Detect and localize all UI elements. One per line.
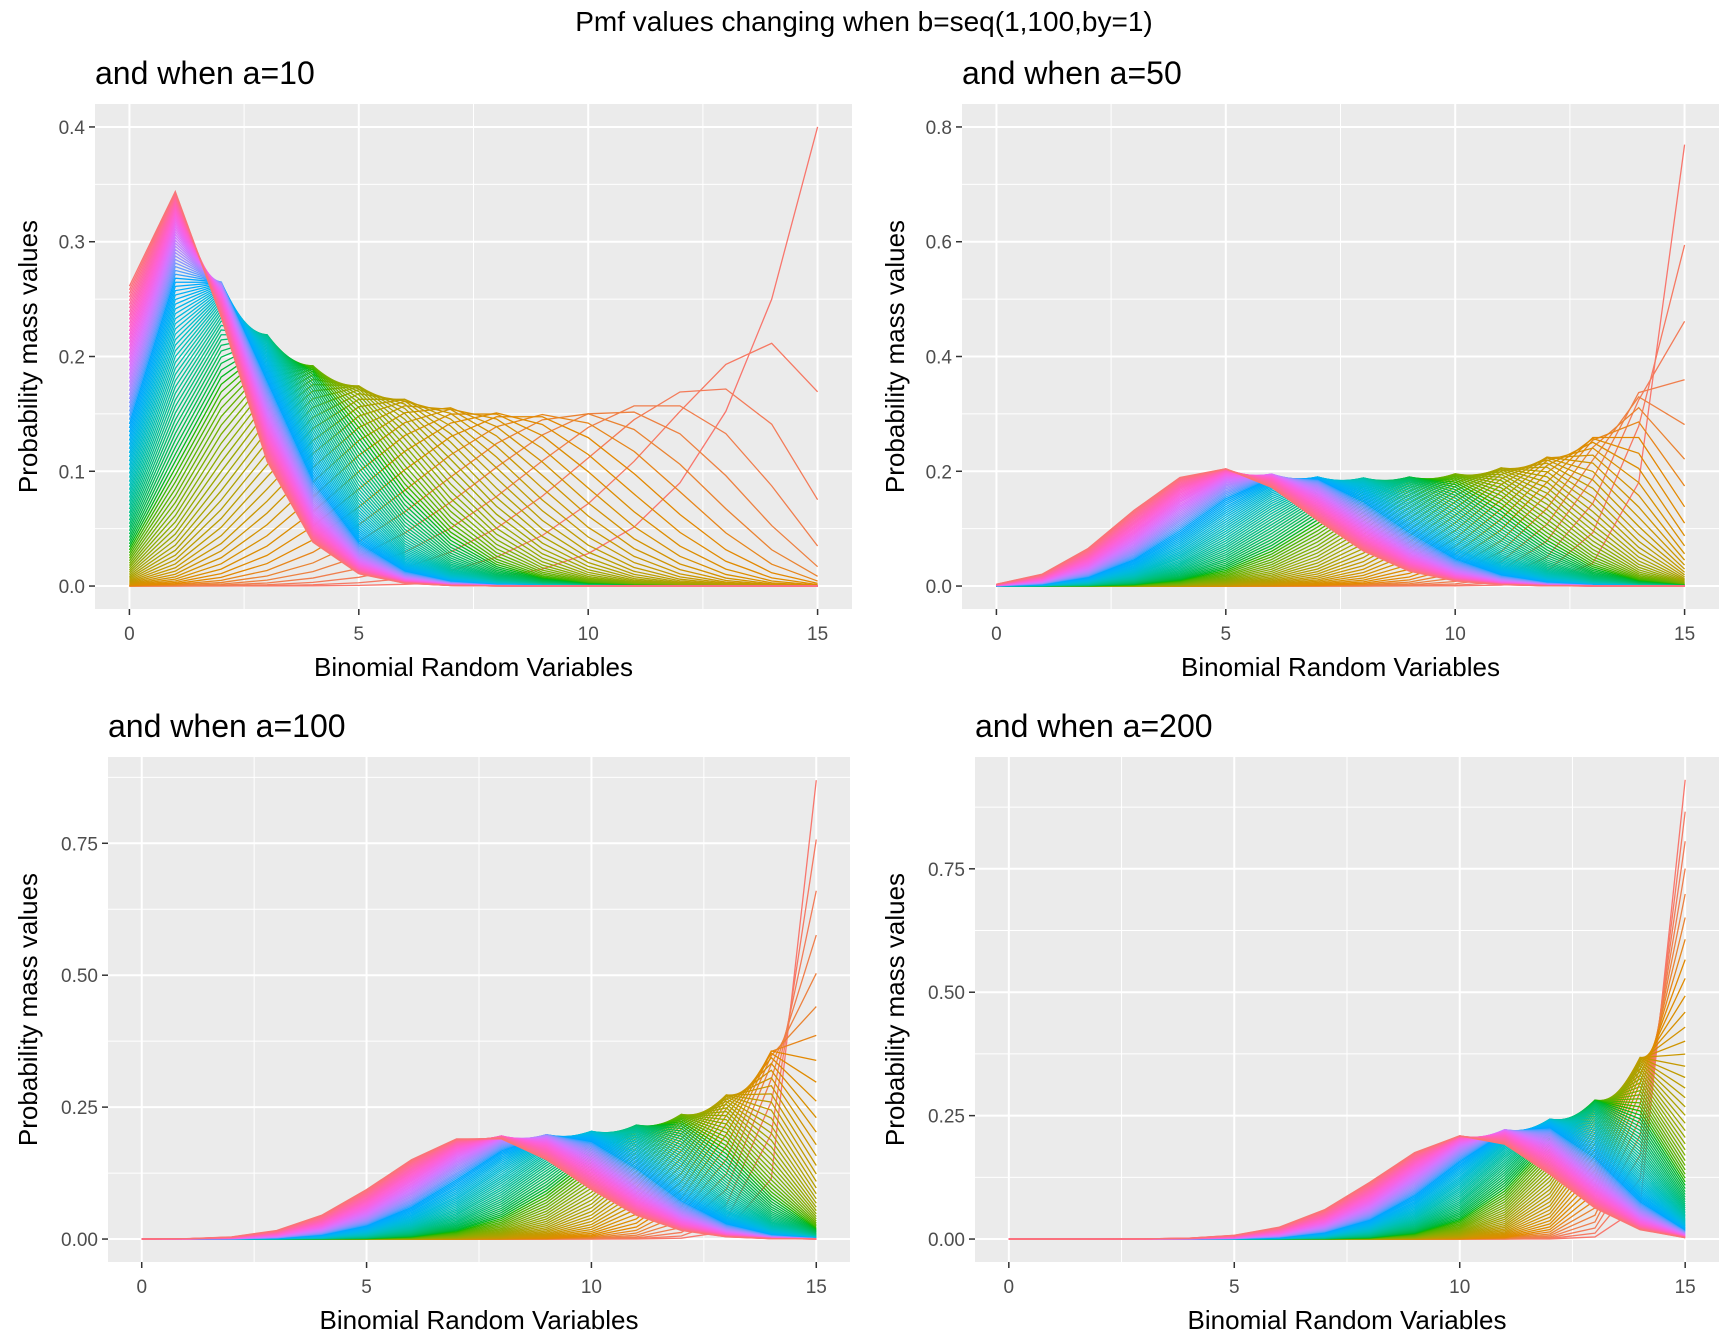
chart-panel-4: 0.00 0.25 0.50 0.75 0 5 10 15 and when a=200 Bino… — [880, 708, 1719, 1335]
x-axis-label: Binomial Random Variables — [1181, 652, 1500, 682]
series-line-b16 — [129, 398, 818, 587]
x-tick-label: 10 — [1445, 624, 1466, 645]
series-line-b100 — [1008, 1135, 1686, 1240]
series-line-b9 — [129, 412, 818, 587]
y-tick-label: 0.75 — [928, 860, 965, 881]
x-axis-label: Binomial Random Variables — [314, 652, 633, 682]
series-line-b15 — [129, 398, 818, 587]
y-tick-label: 0.0 — [926, 577, 952, 598]
x-axis-label: Binomial Random Variables — [320, 1305, 639, 1335]
y-tick-label: 0.25 — [61, 1098, 98, 1119]
x-tick-label: 5 — [361, 1277, 372, 1298]
y-tick-label: 0.50 — [61, 966, 98, 987]
x-axis-label: Binomial Random Variables — [1188, 1305, 1507, 1335]
series-line-b8 — [129, 416, 818, 587]
x-tick-label: 15 — [1675, 1277, 1696, 1298]
y-tick-label: 0.2 — [926, 462, 952, 483]
series-lines — [141, 780, 817, 1240]
figure-title: Pmf values changing when b=seq(1,100,by=… — [575, 6, 1153, 37]
series-lines — [996, 144, 1686, 587]
series-line-b12 — [129, 407, 818, 587]
y-axis-label: Probability mass values — [880, 220, 910, 493]
x-tick-label: 10 — [581, 1277, 602, 1298]
y-axis-label: Probability mass values — [880, 873, 910, 1146]
x-tick-label: 15 — [1674, 624, 1695, 645]
y-tick-label: 0.00 — [928, 1230, 965, 1251]
x-tick-label: 15 — [807, 624, 828, 645]
chart-panel-3: 0.00 0.25 0.50 0.75 0 5 10 15 and when a=100 Bino… — [13, 708, 850, 1335]
x-tick-label: 5 — [1229, 1277, 1240, 1298]
chart-panel-2: 0.0 0.2 0.4 0.6 0.8 0 5 10 15 and when a=50 Binomi… — [880, 55, 1719, 682]
y-tick-label: 0.25 — [928, 1107, 965, 1128]
x-tick-label: 5 — [1221, 624, 1232, 645]
series-lines — [128, 126, 819, 587]
series-line-b7 — [129, 413, 818, 587]
series-line-b5 — [129, 411, 819, 587]
y-tick-label: 0.2 — [59, 348, 85, 369]
x-tick-label: 10 — [578, 624, 599, 645]
x-tick-label: 0 — [1004, 1277, 1015, 1298]
y-tick-label: 0.50 — [928, 983, 965, 1004]
x-tick-label: 0 — [124, 624, 135, 645]
panel-title: and when a=200 — [975, 708, 1213, 744]
y-tick-label: 0.00 — [61, 1230, 98, 1251]
series-line-b17 — [129, 392, 818, 587]
y-tick-label: 0.3 — [59, 233, 85, 254]
y-tick-label: 0.6 — [926, 233, 952, 254]
x-tick-label: 0 — [136, 1277, 147, 1298]
series-line-b11 — [129, 408, 818, 587]
series-line-b100 — [996, 468, 1685, 587]
y-tick-label: 0.4 — [926, 348, 953, 369]
series-line-b100 — [128, 189, 818, 587]
y-tick-label: 0.4 — [59, 118, 86, 139]
series-lines — [1008, 779, 1686, 1240]
x-tick-label: 5 — [354, 624, 365, 645]
series-line-b13 — [129, 405, 818, 587]
series-line-b100 — [141, 1138, 817, 1240]
chart-panel-1: 0.0 0.1 0.2 0.3 0.4 0 5 10 15 and when a=10 Binomi… — [13, 55, 852, 682]
panel-title: and when a=50 — [962, 55, 1182, 91]
y-tick-label: 0.75 — [61, 834, 98, 855]
panel-title: and when a=100 — [108, 708, 346, 744]
series-line-b3 — [129, 388, 819, 587]
y-axis-label: Probability mass values — [13, 873, 43, 1146]
y-tick-label: 0.0 — [59, 577, 85, 598]
y-tick-label: 0.1 — [59, 462, 85, 483]
y-tick-label: 0.8 — [926, 118, 952, 139]
x-tick-label: 15 — [806, 1277, 827, 1298]
x-tick-label: 10 — [1449, 1277, 1470, 1298]
series-line-b14 — [129, 400, 818, 587]
y-axis-label: Probability mass values — [13, 220, 43, 493]
series-line-b6 — [129, 413, 818, 587]
x-tick-label: 0 — [991, 624, 1002, 645]
panel-title: and when a=10 — [95, 55, 315, 91]
